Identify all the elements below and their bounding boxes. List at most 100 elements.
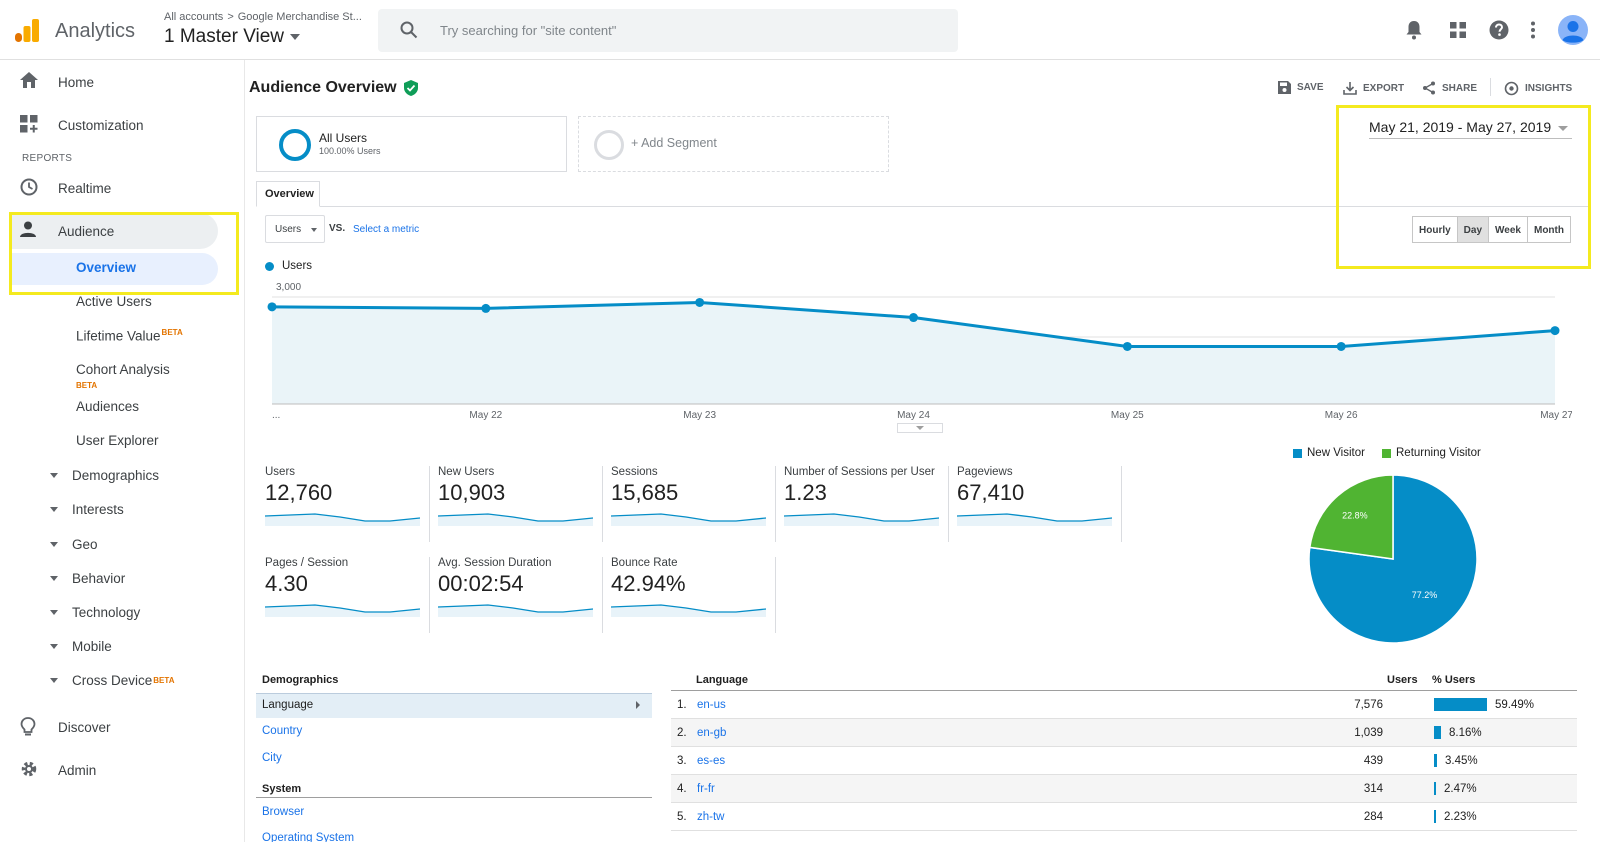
scorecard-sparkline xyxy=(784,513,939,526)
analytics-logo-icon[interactable] xyxy=(14,18,40,44)
save-icon xyxy=(1278,81,1291,94)
row-language-link[interactable]: zh-tw xyxy=(697,811,725,823)
sidebar-item-cohort-analysis[interactable]: Cohort Analysis xyxy=(76,362,170,377)
scorecard-label: Pages / Session xyxy=(265,557,349,569)
granularity-day[interactable]: Day xyxy=(1457,216,1490,243)
row-language-link[interactable]: en-gb xyxy=(697,727,727,739)
sidebar-item-demographics[interactable]: Demographics xyxy=(50,468,159,483)
scorecard-sparkline xyxy=(438,513,593,526)
system-browser-link[interactable]: Browser xyxy=(262,806,305,818)
sidebar-item-label: Geo xyxy=(72,537,98,552)
sidebar-item-interests[interactable]: Interests xyxy=(50,502,124,517)
sidebar-item-lifetime-value[interactable]: Lifetime ValueBETA xyxy=(76,328,183,344)
scorecard: Bounce Rate 42.94% xyxy=(611,557,779,633)
avatar[interactable] xyxy=(1558,15,1588,45)
audience-highlight xyxy=(12,213,218,249)
demographics-city-link[interactable]: City xyxy=(262,752,282,764)
scorecard: Sessions 15,685 xyxy=(611,466,779,542)
row-pct: 3.45% xyxy=(1445,755,1478,767)
table-row[interactable]: 1. en-us 7,576 59.49% xyxy=(671,691,1577,719)
system-os-link[interactable]: Operating System xyxy=(262,832,355,842)
notifications-bell-icon[interactable] xyxy=(1405,20,1423,40)
demographics-item-label: Language xyxy=(262,699,314,711)
sidebar-item-label: Behavior xyxy=(72,571,126,586)
sidebar-item-discover[interactable]: Discover xyxy=(0,708,218,746)
table-row[interactable]: 3. es-es 439 3.45% xyxy=(671,747,1577,775)
share-button[interactable]: SHARE xyxy=(1422,81,1477,95)
scorecard-label: New Users xyxy=(438,466,495,478)
tab-overview[interactable]: Overview xyxy=(256,181,320,207)
view-selector[interactable]: 1 Master View xyxy=(164,26,301,48)
export-label: EXPORT xyxy=(1363,82,1405,94)
app-name: Analytics xyxy=(55,20,136,42)
more-vert-icon[interactable] xyxy=(1530,21,1536,39)
row-pct-bar xyxy=(1434,726,1441,739)
granularity-hourly[interactable]: Hourly xyxy=(1412,216,1458,243)
granularity-toggle: Hourly Day Week Month xyxy=(1412,216,1571,243)
table-row[interactable]: 2. en-gb 1,039 8.16% xyxy=(671,719,1577,747)
expand-triangle-icon xyxy=(50,542,58,547)
demographics-country-link[interactable]: Country xyxy=(262,725,303,737)
scorecard-divider xyxy=(602,466,603,542)
scorecard-label: Users xyxy=(265,466,296,478)
scorecard-sparkline xyxy=(957,513,1112,526)
row-index: 5. xyxy=(677,811,687,823)
search-bar[interactable]: Try searching for "site content" xyxy=(378,9,958,52)
sidebar-item-active-users[interactable]: Active Users xyxy=(76,294,152,309)
expand-triangle-icon xyxy=(50,610,58,615)
table-row[interactable]: 5. zh-tw 284 2.23% xyxy=(671,803,1577,831)
reports-section-label: REPORTS xyxy=(22,153,73,164)
sidebar-item-home[interactable]: Home xyxy=(0,63,218,101)
insights-button[interactable]: INSIGHTS xyxy=(1504,81,1572,96)
scorecard-value: 12,760 xyxy=(265,480,333,505)
demographics-title: Demographics xyxy=(262,674,339,686)
table-row[interactable]: 4. fr-fr 314 2.47% xyxy=(671,775,1577,803)
chart-expand-handle-icon[interactable] xyxy=(897,423,943,433)
add-segment-button[interactable]: + Add Segment xyxy=(578,116,889,172)
breadcrumb[interactable]: All accounts > Google Merchandise St... xyxy=(164,11,362,23)
sidebar-item-realtime[interactable]: Realtime xyxy=(0,169,218,207)
legend-new-visitor: New Visitor xyxy=(1293,447,1365,459)
demographics-language-item[interactable]: Language xyxy=(256,693,652,718)
export-button[interactable]: EXPORT xyxy=(1343,81,1404,95)
sidebar-item-audiences[interactable]: Audiences xyxy=(76,399,140,414)
select-metric-link[interactable]: Select a metric xyxy=(353,224,420,235)
segment-all-users[interactable]: All Users 100.00% Users xyxy=(256,116,567,172)
row-language-link[interactable]: fr-fr xyxy=(697,783,715,795)
sidebar-item-behavior[interactable]: Behavior xyxy=(50,571,125,586)
sidebar-item-admin[interactable]: Admin xyxy=(0,751,218,789)
sidebar-item-user-explorer[interactable]: User Explorer xyxy=(76,433,159,448)
sidebar-item-overview[interactable]: Overview xyxy=(76,260,137,275)
sidebar-item-audience[interactable]: Audience xyxy=(0,212,218,250)
sidebar-item-mobile[interactable]: Mobile xyxy=(50,639,112,654)
scorecard: Pageviews 67,410 xyxy=(957,466,1125,542)
pct-users-column-header: % Users xyxy=(1432,674,1476,686)
date-range-caret-icon[interactable] xyxy=(1558,126,1568,131)
sidebar-item-customization[interactable]: Customization xyxy=(0,106,218,144)
apps-grid-icon[interactable] xyxy=(1450,22,1466,38)
scorecard-divider xyxy=(775,557,776,633)
date-range-picker[interactable]: May 21, 2019 - May 27, 2019 xyxy=(1369,119,1552,135)
sidebar: Home Customization REPORTS Realtime Audi… xyxy=(0,60,245,842)
granularity-month[interactable]: Month xyxy=(1527,216,1571,243)
metric-select[interactable]: Users xyxy=(265,215,325,243)
sidebar-item-geo[interactable]: Geo xyxy=(50,537,98,552)
scorecard-value: 10,903 xyxy=(438,480,506,505)
sidebar-item-cross-device[interactable]: Cross Device BETA xyxy=(50,673,174,688)
breadcrumb-accounts[interactable]: All accounts xyxy=(164,11,224,23)
expand-triangle-icon xyxy=(50,473,58,478)
scorecard-sparkline xyxy=(611,604,766,617)
save-button[interactable]: SAVE xyxy=(1278,81,1324,94)
row-language-link[interactable]: en-us xyxy=(697,699,726,711)
sidebar-item-technology[interactable]: Technology xyxy=(50,605,140,620)
vs-label: VS. xyxy=(329,223,346,234)
row-language-link[interactable]: es-es xyxy=(697,755,726,767)
sidebar-item-label: Demographics xyxy=(72,468,160,483)
sidebar-item-label: Mobile xyxy=(72,639,112,654)
scorecard-sparkline xyxy=(265,604,420,617)
row-pct: 8.16% xyxy=(1449,727,1482,739)
help-icon[interactable] xyxy=(1489,20,1509,40)
breadcrumb-property[interactable]: Google Merchandise St... xyxy=(237,11,362,23)
granularity-week[interactable]: Week xyxy=(1489,216,1528,243)
row-users: 314 xyxy=(1363,783,1383,795)
